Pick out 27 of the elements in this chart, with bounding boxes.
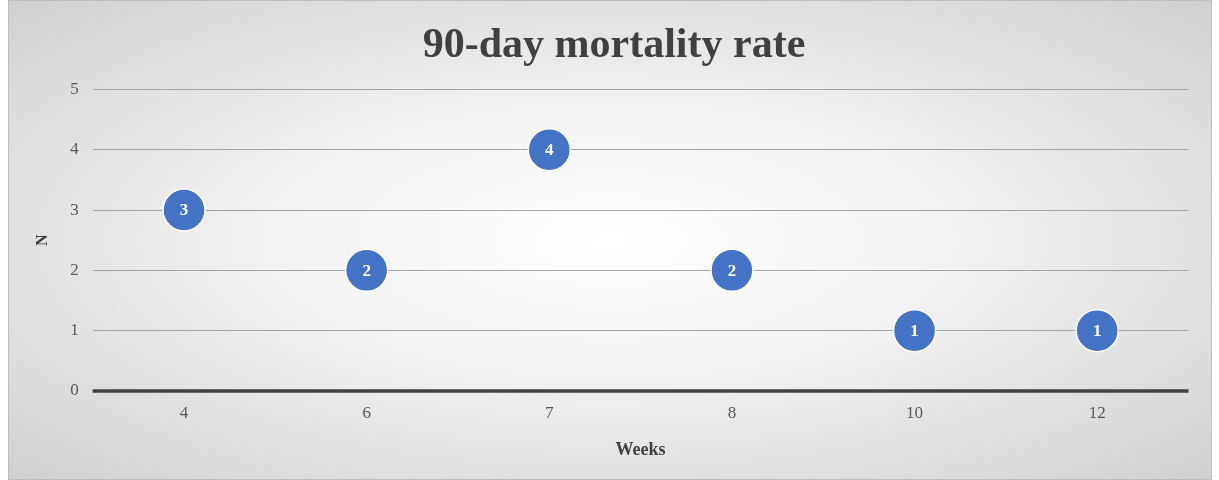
x-tick-label: 6 (362, 402, 371, 422)
point (344, 248, 389, 293)
x-axis-title: Weeks (615, 438, 666, 459)
y-axis-title: N (32, 233, 50, 246)
x-tick-label: 7 (545, 402, 555, 422)
y-tick-label: 3 (70, 199, 79, 219)
x-tick-label: 4 (179, 402, 189, 422)
data-label: 2 (727, 260, 737, 280)
x-tick-label: 8 (727, 402, 737, 422)
point (527, 127, 572, 172)
x-tick-label: 10 (906, 402, 924, 422)
y-tick-label: 4 (70, 139, 80, 159)
data-label: 4 (545, 140, 555, 160)
y-tick-label: 5 (70, 78, 79, 98)
y-tick-label: 1 (70, 320, 79, 340)
point (892, 308, 937, 353)
x-tick-label: 12 (1088, 402, 1106, 422)
point (1075, 308, 1119, 353)
data-label: 1 (910, 321, 919, 341)
y-tick-label: 2 (70, 259, 79, 279)
data-label: 1 (1092, 321, 1102, 341)
point (162, 188, 206, 232)
data-label: 2 (362, 260, 371, 280)
y-tick-label: 0 (70, 380, 79, 400)
data-label: 3 (179, 200, 189, 220)
chart-title: 90-day mortality rate (422, 20, 806, 67)
point (710, 248, 754, 293)
